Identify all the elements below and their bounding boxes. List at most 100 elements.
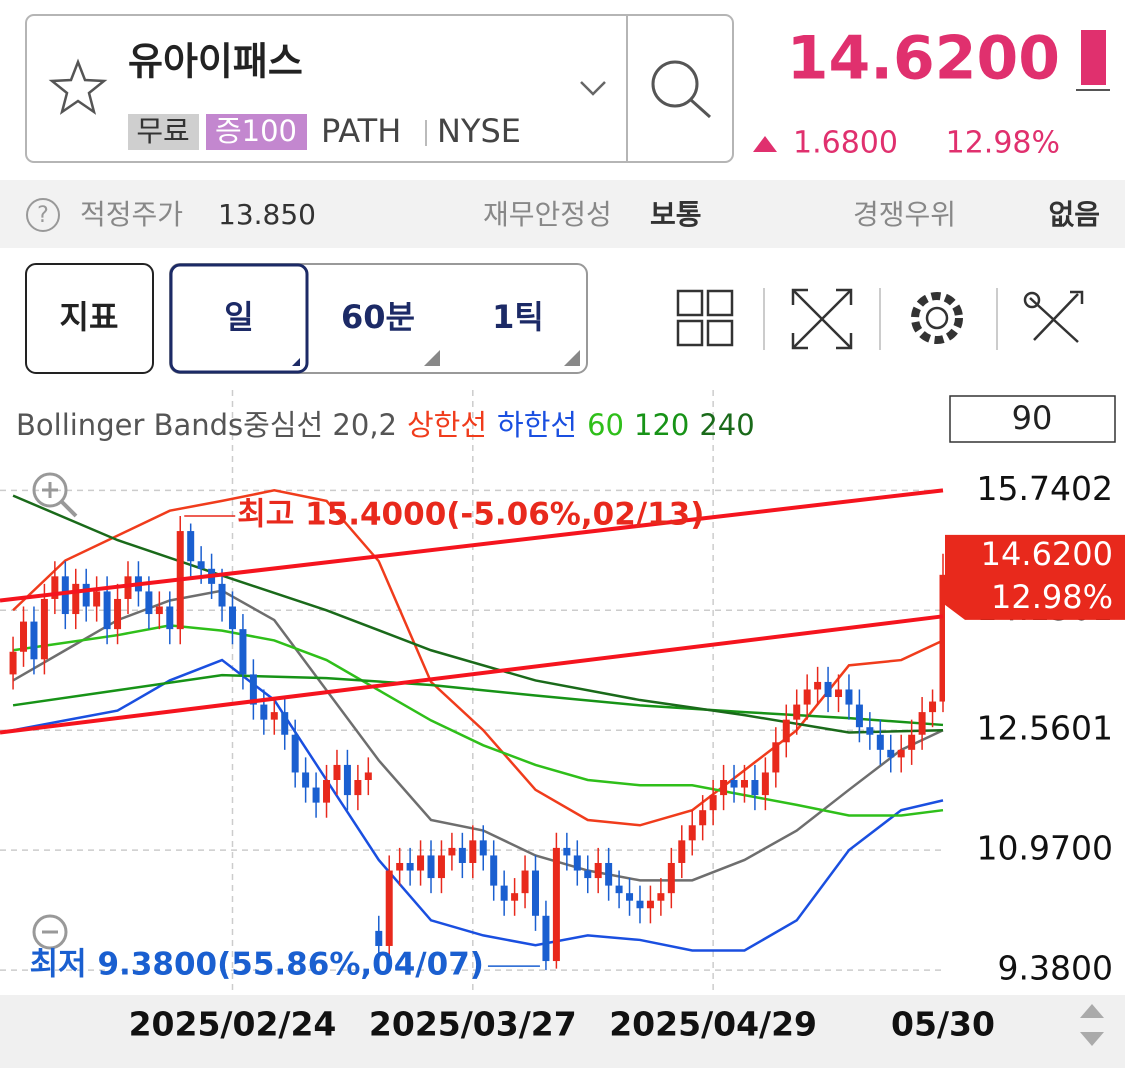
- candle-body: [333, 764, 341, 781]
- visible-count: 90: [1012, 399, 1053, 437]
- help-icon: ?: [37, 203, 49, 228]
- zoom-in[interactable]: [32, 472, 78, 518]
- badge: [206, 114, 307, 150]
- candle-body: [636, 900, 644, 909]
- info-label: 경쟁우위: [853, 198, 956, 231]
- candle-body: [61, 576, 69, 615]
- candle-body: [897, 749, 905, 758]
- help-icon[interactable]: [26, 198, 60, 232]
- dropdown[interactable]: [580, 81, 606, 96]
- candle-body: [249, 674, 257, 705]
- button-label: 1틱: [492, 298, 544, 336]
- settings-icon[interactable]: [911, 292, 963, 344]
- scroll-arrows[interactable]: [1080, 1004, 1104, 1046]
- corner-mark: [292, 358, 300, 366]
- info-bar: [0, 180, 1125, 248]
- badge-text: 무료: [136, 114, 189, 148]
- candle-body: [563, 847, 571, 856]
- candle-body: [720, 780, 728, 796]
- x-tick-label: 05/30: [891, 1005, 995, 1044]
- candle-body: [166, 606, 174, 630]
- expand-icon[interactable]: [791, 288, 853, 350]
- x-axis-band: [0, 995, 1125, 1068]
- candle-body: [521, 870, 529, 894]
- legend-item: Bollinger Bands: [16, 408, 243, 442]
- candle-body: [615, 885, 623, 894]
- last-price-tag: [945, 534, 1125, 620]
- price-bar: [1081, 30, 1106, 85]
- candle-body: [855, 704, 863, 728]
- corner-mark: [424, 350, 440, 366]
- trend-line: [0, 614, 944, 735]
- candle-body: [458, 847, 466, 863]
- x-tick-label: 2025/03/27: [369, 1005, 577, 1044]
- indicator-button[interactable]: [25, 263, 154, 374]
- candle-body: [469, 840, 477, 863]
- price: 14.6200: [787, 24, 1060, 94]
- candle-body: [82, 583, 90, 607]
- x-tick-label: 2025/04/29: [609, 1005, 817, 1044]
- last-price: 14.6200: [981, 535, 1113, 573]
- y-tick-label: 9.3800: [998, 949, 1113, 988]
- y-tick-label: 10.9700: [977, 829, 1113, 868]
- change: 1.6800: [793, 126, 898, 161]
- candle-body: [228, 606, 236, 630]
- candle-body: [145, 591, 153, 615]
- candle-body: [239, 629, 247, 675]
- candle-body: [124, 576, 132, 599]
- count-box[interactable]: [949, 395, 1116, 443]
- search-box[interactable]: [25, 14, 734, 163]
- candle-body: [709, 795, 717, 811]
- candle-body: [814, 681, 822, 690]
- y-tick-label: 15.7402: [977, 469, 1113, 508]
- candle-body: [270, 712, 278, 720]
- candle-body: [751, 780, 759, 796]
- tools-icon[interactable]: [1023, 290, 1084, 343]
- candle-body: [918, 712, 926, 735]
- last-change: 12.98%: [991, 578, 1113, 616]
- candle-body: [155, 606, 163, 615]
- exchange: NYSE: [437, 112, 521, 150]
- badge: [128, 114, 199, 150]
- candle-body: [793, 704, 801, 720]
- candle-body: [417, 855, 425, 871]
- indicator-line: [12, 673, 944, 727]
- candle-body: [187, 531, 195, 562]
- candle-body: [511, 893, 519, 901]
- candle-body: [740, 780, 748, 788]
- favorite-star[interactable]: [48, 58, 108, 115]
- candle-body: [552, 847, 560, 962]
- candle-body: [448, 847, 456, 856]
- stock-name: 유아이패스: [128, 40, 303, 84]
- layout-icon[interactable]: [676, 289, 734, 347]
- candle-body: [646, 900, 654, 909]
- zoom-out[interactable]: [32, 914, 68, 950]
- ticker: PATH: [321, 112, 401, 150]
- candle-body: [824, 681, 832, 698]
- period-button-active[interactable]: [169, 263, 309, 374]
- legend-item: 중심선 20,2: [243, 408, 397, 442]
- search-icon[interactable]: [651, 60, 699, 108]
- button-label: 60분: [341, 298, 415, 336]
- candle-body: [354, 780, 362, 796]
- candle-body: [51, 576, 59, 599]
- candle-body: [364, 772, 372, 781]
- info-value: 13.850: [218, 198, 316, 231]
- candle-body: [626, 893, 634, 901]
- indicator-line: [12, 489, 944, 827]
- candle-body: [490, 855, 498, 886]
- candle-body: [500, 885, 508, 901]
- badge-text: 증100: [215, 114, 297, 148]
- candle-body: [908, 734, 916, 750]
- candle-body: [657, 893, 665, 901]
- candle-body: [343, 764, 351, 796]
- legend-item: 상한선: [407, 408, 487, 442]
- candle-body: [40, 598, 48, 660]
- candle-body: [103, 591, 111, 630]
- search-icon: [689, 98, 712, 119]
- candle-body: [437, 855, 445, 879]
- candle-body: [93, 591, 101, 607]
- candle-body: [772, 742, 780, 773]
- candle-body: [72, 583, 80, 615]
- candle-body: [396, 862, 404, 871]
